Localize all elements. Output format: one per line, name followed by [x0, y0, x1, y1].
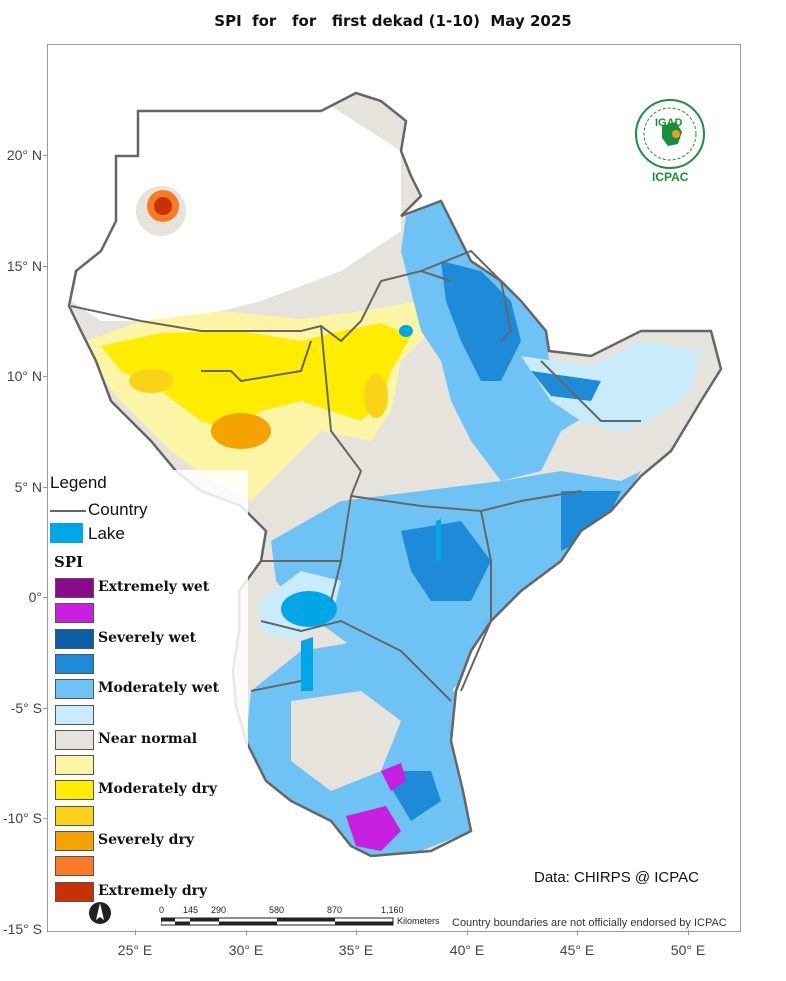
spi-swatch-0	[55, 578, 94, 598]
spi-label-2: Severely wet	[98, 630, 197, 646]
map-title: SPI for for first dekad (1-10) May 2025	[214, 12, 572, 30]
spi-label-6: Near normal	[98, 731, 198, 747]
scale-bar	[161, 917, 394, 926]
lon-label-35e: 35° E	[338, 942, 374, 958]
spi-title: SPI	[54, 553, 84, 571]
lat-label-10n: 10° N	[6, 368, 42, 384]
lat-label-5s: -5° S	[10, 700, 42, 716]
spi-swatch-2	[55, 629, 94, 649]
spi-label-0: Extremely wet	[98, 579, 210, 595]
dry-patch-3	[364, 374, 388, 418]
north-arrow-icon	[89, 902, 111, 924]
spi-swatch-10	[55, 831, 94, 851]
disclaimer: Country boundaries are not officially en…	[452, 917, 727, 929]
scale-tick-290: 290	[211, 905, 227, 915]
lat-label-10s: -10° S	[2, 810, 42, 826]
legend-country-label: Country	[88, 500, 148, 519]
country-borders	[70, 249, 641, 702]
lon-label-25e: 25° E	[117, 942, 153, 958]
no-data-north	[71, 106, 401, 321]
spi-swatch-1	[55, 603, 94, 623]
lat-label-5n: 5° N	[14, 479, 42, 495]
scale-tick-870: 870	[327, 905, 343, 915]
logo-caption: ICPAC	[652, 170, 689, 184]
spi-label-10: Severely dry	[98, 832, 194, 848]
spi-label-12: Extremely dry	[98, 883, 208, 899]
light-wet-somalia-north	[521, 341, 701, 431]
lake-victoria	[281, 591, 337, 627]
lon-label-50e: 50° E	[670, 942, 706, 958]
severely-wet-ethiopia	[441, 261, 521, 381]
country-line-swatch	[50, 510, 86, 512]
scale-tick-1160: 1,160	[381, 905, 404, 915]
lake-tanganyika	[301, 637, 313, 691]
logo-name: IGAD	[655, 117, 683, 129]
lon-label-30e: 30° E	[228, 942, 264, 958]
spi-swatch-5	[55, 705, 94, 725]
legend-title: Legend	[50, 473, 107, 492]
spi-swatch-11	[55, 856, 94, 876]
dry-patch-2	[129, 369, 173, 393]
lon-label-40e: 40° E	[449, 942, 485, 958]
spi-swatch-8	[55, 780, 94, 800]
lat-label-20n: 20° N	[6, 147, 42, 163]
spi-swatch-7	[55, 755, 94, 775]
lon-label-45e: 45° E	[559, 942, 595, 958]
extremely-wet-patch-south	[346, 806, 401, 851]
spi-label-8: Moderately dry	[98, 781, 217, 797]
spi-swatch-12	[55, 882, 94, 902]
severely-wet-kenya	[401, 521, 491, 601]
lat-label-15s: -15° S	[2, 921, 42, 937]
lake-swatch	[50, 523, 83, 543]
lake-turkana	[436, 519, 441, 561]
scale-tick-145: 145	[183, 905, 199, 915]
scale-tick-0: 0	[159, 905, 165, 915]
extremely-wet-patch-2	[381, 763, 406, 791]
spi-swatch-4	[55, 679, 94, 699]
near-normal-tanzania	[291, 691, 401, 791]
spi-swatch-3	[55, 654, 94, 674]
lat-label-0: 0°	[28, 589, 42, 605]
scale-unit: Kilometers	[397, 916, 440, 926]
igad-logo-icon	[635, 99, 705, 169]
lat-label-15n: 15° N	[6, 258, 42, 274]
spi-swatch-9	[55, 806, 94, 826]
spi-label-4: Moderately wet	[98, 680, 220, 696]
legend-lake-label: Lake	[88, 524, 125, 543]
data-credit: Data: CHIRPS @ ICPAC	[534, 869, 699, 886]
severely-dry-patch-1	[211, 413, 271, 449]
dry-spot-inner	[154, 197, 172, 215]
severely-wet-somalia	[561, 491, 621, 551]
scale-tick-580: 580	[269, 905, 285, 915]
spi-swatch-6	[55, 730, 94, 750]
lake-tana	[399, 325, 413, 337]
dry-band-moderate	[101, 323, 411, 431]
